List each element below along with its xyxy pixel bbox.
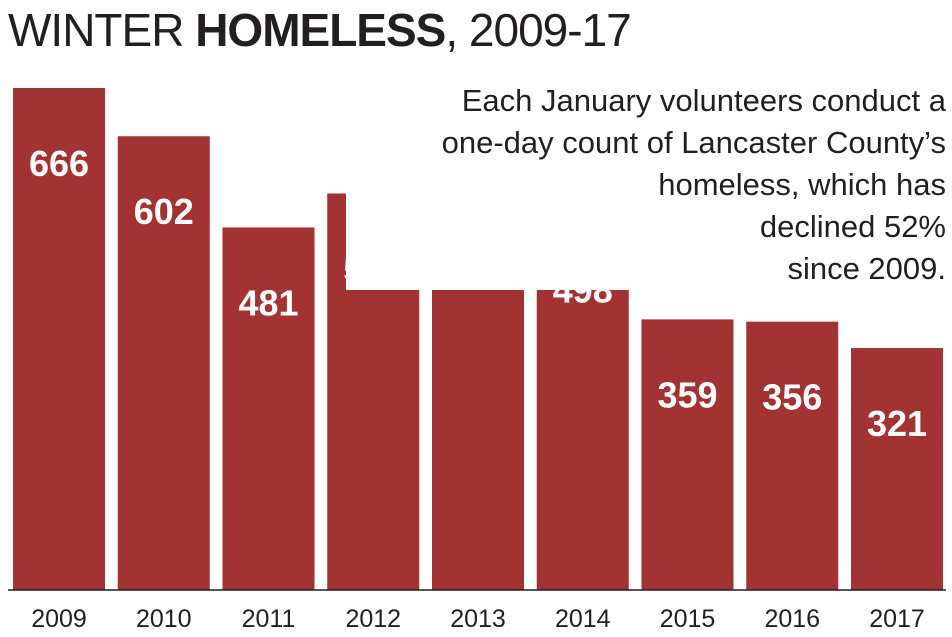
- x-tick-label: 2017: [869, 605, 925, 633]
- bar-value-label: 666: [29, 143, 89, 184]
- x-tick-label: 2011: [242, 605, 296, 633]
- bar-2016: [746, 321, 839, 590]
- chart-title: WINTER HOMELESS, 2009-17: [8, 2, 632, 58]
- x-tick-label: 2010: [136, 605, 192, 633]
- chart-description: Each January volunteers conduct a one-da…: [346, 80, 946, 290]
- bar-value-label: 321: [867, 403, 927, 444]
- x-tick-label: 2013: [450, 605, 506, 633]
- bar-2009: [13, 88, 105, 590]
- x-tick-label: 2016: [764, 605, 820, 633]
- bar-2015: [641, 319, 734, 590]
- bars-group: [13, 88, 943, 591]
- x-tick-label: 2012: [345, 605, 401, 633]
- bar-value-label: 481: [238, 282, 298, 323]
- bar-value-label: 359: [657, 374, 717, 415]
- x-tick-label: 2015: [660, 605, 716, 633]
- x-tick-label: 2014: [555, 605, 611, 633]
- title-emphasis: HOMELESS: [195, 4, 446, 56]
- description-line: declined 52%: [759, 209, 946, 244]
- bar-value-label: 602: [134, 191, 194, 232]
- bar-2011: [222, 227, 315, 590]
- x-axis-ticks-group: 2009 2010 2011 2012 2013 2014 2015 2016 2017: [31, 605, 925, 633]
- description-line: since 2009.: [787, 251, 946, 286]
- bar-2010: [117, 136, 210, 590]
- description-line: homeless, which has: [658, 167, 946, 202]
- bar-value-label: 356: [762, 377, 822, 418]
- description-line: one-day count of Lancaster County’s: [441, 125, 946, 160]
- description-line: Each January volunteers conduct a: [461, 83, 946, 118]
- bar-2017: [851, 348, 943, 590]
- title-prefix: WINTER: [8, 4, 196, 56]
- x-tick-label: 2009: [31, 605, 87, 633]
- title-suffix: , 2009-17: [445, 4, 631, 56]
